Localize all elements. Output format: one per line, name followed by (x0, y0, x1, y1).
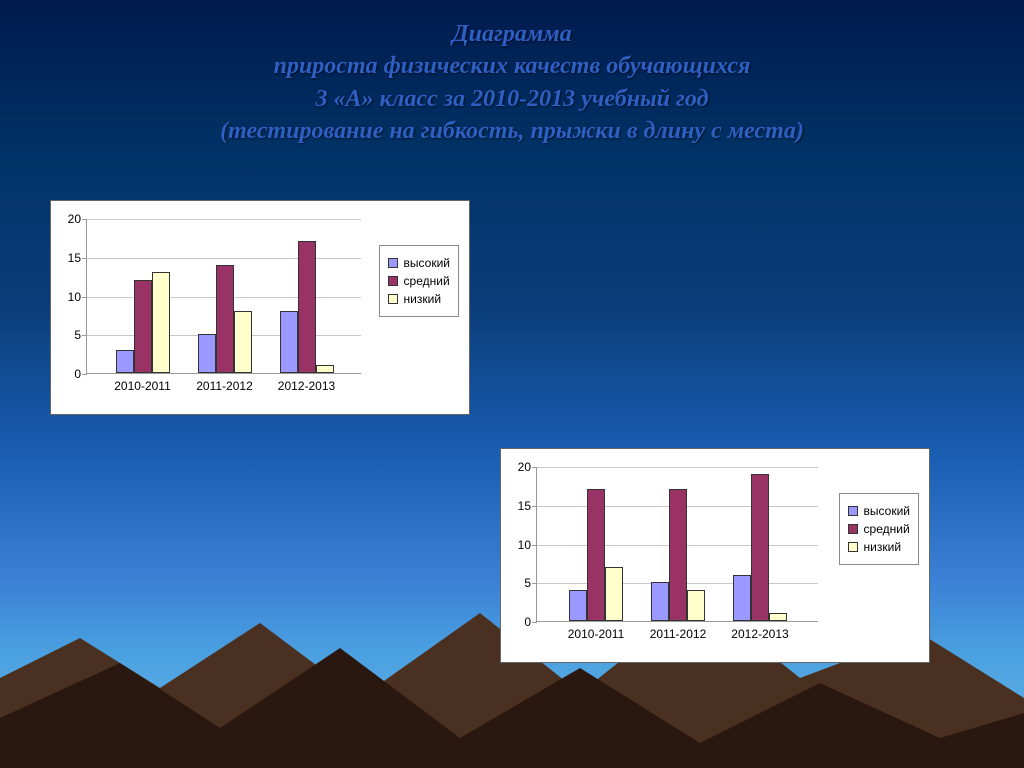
legend-label: низкий (404, 292, 442, 306)
chart-flexibility: 051015202010-20112011-20122012-2013высок… (50, 200, 470, 415)
legend-swatch (848, 542, 858, 552)
bar (134, 280, 152, 373)
xtick-label: 2010-2011 (568, 627, 625, 641)
title-line-4: (тестирование на гибкость, прыжки в длин… (0, 115, 1024, 147)
bar (651, 582, 669, 621)
xtick-label: 2010-2011 (114, 379, 171, 393)
legend: высокий средний низкий (839, 493, 919, 565)
legend-label: средний (404, 274, 450, 288)
xtick-label: 2012-2013 (731, 627, 788, 641)
bar (751, 474, 769, 621)
ytick-label: 20 (68, 212, 81, 226)
ytick-mark (532, 467, 537, 468)
legend-item: низкий (848, 540, 910, 554)
legend-item: высокий (388, 256, 450, 270)
xtick-label: 2011-2012 (650, 627, 707, 641)
xtick-label: 2011-2012 (196, 379, 253, 393)
ytick-mark (532, 545, 537, 546)
plot-area: 051015202010-20112011-20122012-2013 (536, 467, 818, 622)
ytick-mark (82, 374, 87, 375)
legend-swatch (848, 506, 858, 516)
legend-label: средний (864, 522, 910, 536)
ytick-label: 15 (68, 251, 81, 265)
ytick-label: 0 (524, 615, 531, 629)
legend-swatch (388, 294, 398, 304)
gridline (87, 219, 361, 220)
bar (280, 311, 298, 373)
bar (733, 575, 751, 622)
gridline (87, 258, 361, 259)
legend-item: средний (388, 274, 450, 288)
ytick-label: 5 (74, 328, 81, 342)
legend-swatch (848, 524, 858, 534)
ytick-mark (82, 335, 87, 336)
bar (587, 489, 605, 621)
ytick-mark (82, 297, 87, 298)
bar (316, 365, 334, 373)
title-line-1: Диаграмма (0, 18, 1024, 50)
bar (198, 334, 216, 373)
bar (298, 241, 316, 373)
legend: высокий средний низкий (379, 245, 459, 317)
ytick-label: 10 (68, 290, 81, 304)
ytick-mark (82, 258, 87, 259)
title-line-2: прироста физических качеств обучающихся (0, 50, 1024, 82)
bar (116, 350, 134, 373)
legend-label: низкий (864, 540, 902, 554)
legend-label: высокий (864, 504, 910, 518)
legend-item: низкий (388, 292, 450, 306)
ytick-label: 15 (518, 499, 531, 513)
bar (669, 489, 687, 621)
bar (152, 272, 170, 373)
legend-swatch (388, 276, 398, 286)
bar (569, 590, 587, 621)
ytick-mark (82, 219, 87, 220)
plot-area: 051015202010-20112011-20122012-2013 (86, 219, 361, 374)
xtick-label: 2012-2013 (278, 379, 335, 393)
ytick-label: 5 (524, 576, 531, 590)
bar (234, 311, 252, 373)
bar (769, 613, 787, 621)
ytick-label: 10 (518, 538, 531, 552)
bar (687, 590, 705, 621)
chart-long-jump: 051015202010-20112011-20122012-2013высок… (500, 448, 930, 663)
bar (605, 567, 623, 621)
title-line-3: 3 «А» класс за 2010-2013 учебный год (0, 83, 1024, 115)
bar (216, 265, 234, 374)
slide-title: Диаграмма прироста физических качеств об… (0, 18, 1024, 148)
ytick-mark (532, 506, 537, 507)
ytick-mark (532, 622, 537, 623)
legend-swatch (388, 258, 398, 268)
legend-label: высокий (404, 256, 450, 270)
gridline (537, 467, 818, 468)
ytick-mark (532, 583, 537, 584)
ytick-label: 20 (518, 460, 531, 474)
ytick-label: 0 (74, 367, 81, 381)
legend-item: средний (848, 522, 910, 536)
legend-item: высокий (848, 504, 910, 518)
